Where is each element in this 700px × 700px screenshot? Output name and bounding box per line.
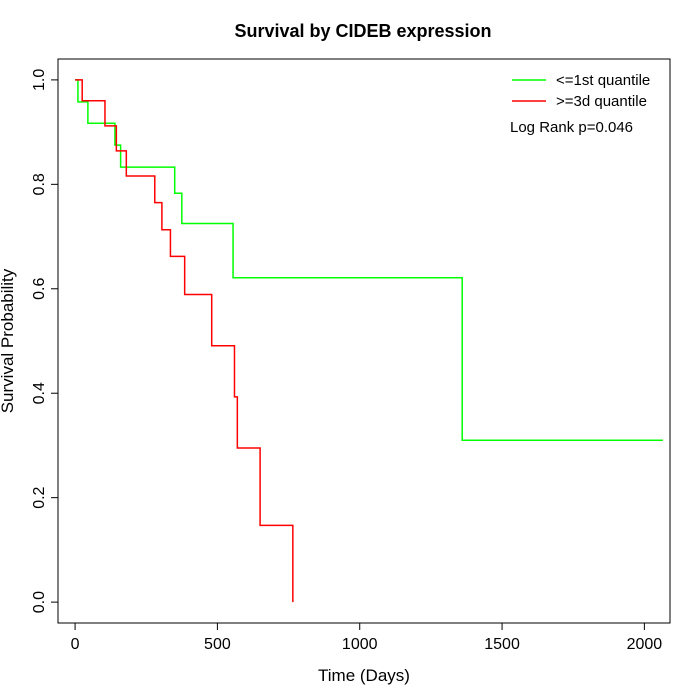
legend-label-series-2: >=3d quantile xyxy=(556,93,647,110)
x-tick-label: 500 xyxy=(204,636,231,653)
survival-curve-series-2 xyxy=(75,79,294,603)
log-rank-annotation: Log Rank p=0.046 xyxy=(510,119,633,136)
x-axis-label: Time (Days) xyxy=(318,666,410,685)
survival-curve-series-1 xyxy=(75,79,663,441)
x-axis: 0 500 1000 1500 2000 xyxy=(71,622,663,653)
y-tick-label: 0.0 xyxy=(31,591,48,613)
chart-title: Survival by CIDEB expression xyxy=(234,21,491,41)
x-tick-label: 0 xyxy=(71,636,80,653)
x-tick-label: 1500 xyxy=(484,636,520,653)
y-axis-label: Survival Probability xyxy=(0,268,17,413)
y-tick-label: 0.2 xyxy=(31,486,48,508)
y-tick-label: 1.0 xyxy=(31,69,48,91)
legend-label-series-1: <=1st quantile xyxy=(556,72,650,89)
y-tick-label: 0.4 xyxy=(31,382,48,404)
plot-frame xyxy=(57,58,671,624)
y-tick-label: 0.6 xyxy=(31,278,48,300)
legend: <=1st quantile >=3d quantile xyxy=(512,72,650,110)
x-tick-label: 1000 xyxy=(342,636,378,653)
x-tick-label: 2000 xyxy=(627,636,663,653)
y-tick-label: 0.8 xyxy=(31,173,48,195)
survival-curves xyxy=(75,79,663,603)
y-axis: 0.0 0.2 0.4 0.6 0.8 1.0 xyxy=(31,69,59,613)
